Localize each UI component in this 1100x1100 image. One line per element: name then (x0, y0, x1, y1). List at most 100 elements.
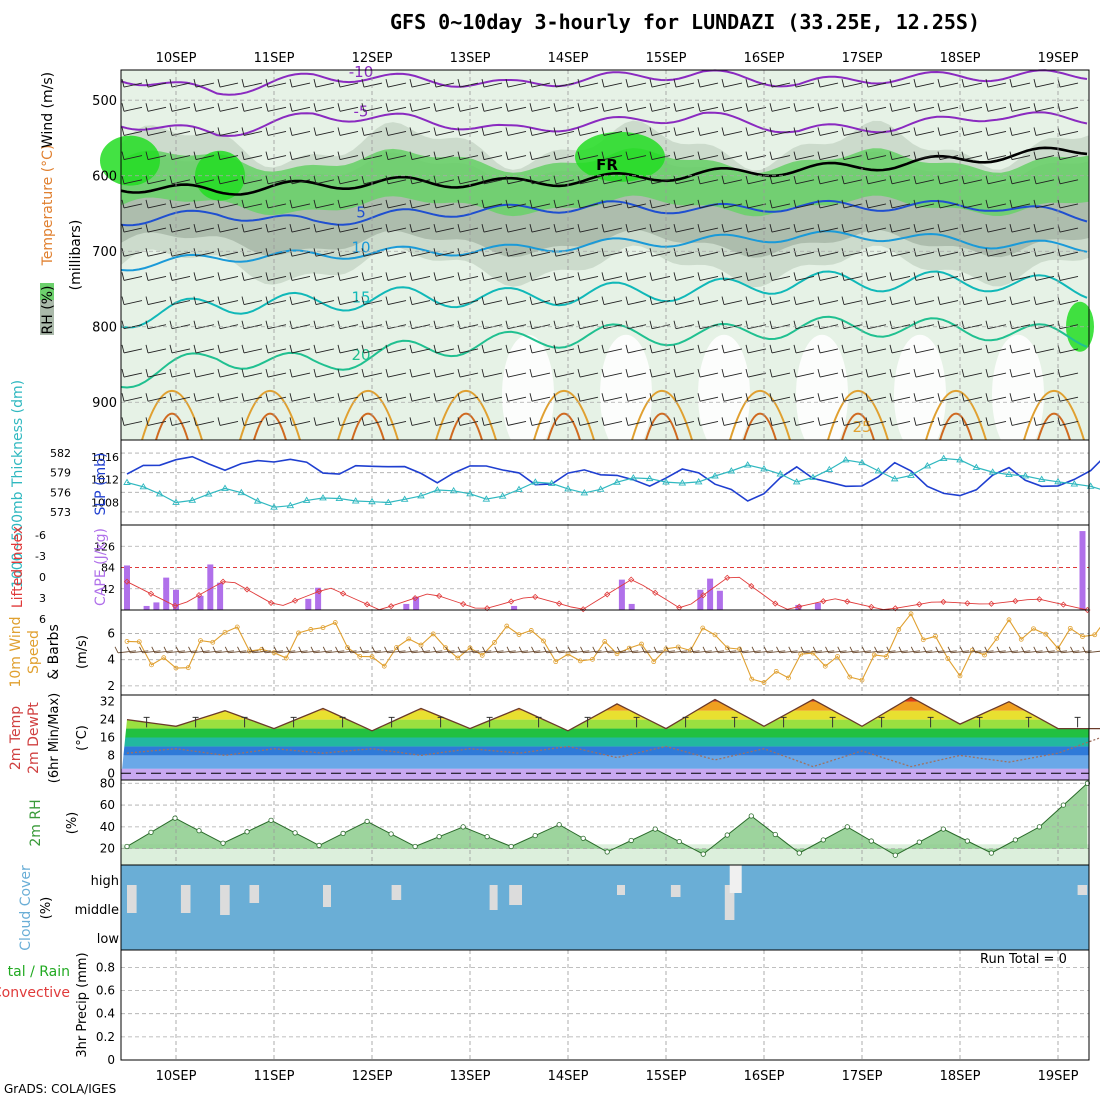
wind-barb-flag (601, 78, 605, 88)
wind-barb-shaft (387, 106, 407, 112)
wind-barb (625, 103, 647, 112)
wind-barb-shaft (843, 372, 863, 378)
wind-barb-flag (649, 344, 653, 354)
wind-barb-shaft (1059, 348, 1079, 354)
wind-barb (961, 223, 983, 233)
wind-barb-shaft (867, 300, 887, 306)
wind-barb-shaft (555, 348, 575, 354)
wind-barb-flag (577, 151, 581, 160)
wind-barb-flag (889, 78, 893, 88)
wind-barb-flag (697, 199, 701, 209)
wind-barb-shaft (1035, 203, 1055, 209)
wind-barb-flag (409, 151, 413, 160)
li-marker (652, 589, 659, 596)
wind-barb (505, 248, 527, 257)
wind-barb (961, 344, 983, 354)
thickness-marker (858, 458, 866, 466)
wind-barb (145, 175, 167, 185)
precip-tick-label: 0.6 (96, 984, 115, 998)
wind-barb (457, 175, 479, 185)
wind-tick-label: 4 (107, 653, 115, 667)
wind-barb (433, 368, 455, 378)
wind-barb-flag (337, 320, 341, 329)
wind-barb-flag (289, 248, 293, 257)
wind-barb-flag (1009, 151, 1013, 160)
wind-barb-flag (505, 103, 509, 112)
wind-barb-shaft (915, 348, 935, 354)
wind-barb-shaft (699, 372, 719, 378)
thickness-marker (302, 496, 311, 503)
wind-barb (385, 393, 407, 402)
cloud-cover-gap (127, 885, 137, 913)
wind-barb-shaft (675, 396, 695, 402)
wind-barb-shaft (219, 275, 239, 281)
wind-barb-shaft (675, 82, 695, 88)
wind-barb-flag (289, 78, 293, 88)
wind-barb-shaft (507, 420, 527, 426)
wind-barb-flag (241, 368, 245, 378)
wind-barb-flag (841, 175, 845, 184)
wind-barb-shaft (291, 396, 311, 402)
wind10m-barb (950, 650, 970, 654)
wind-barb (409, 248, 431, 257)
wind-barb (961, 272, 983, 281)
wind-barb-flag (1033, 103, 1037, 112)
wind-barb-shaft (387, 251, 407, 257)
wind-barb (937, 393, 959, 402)
wind-barb-flag (241, 393, 245, 402)
wind-barb-shaft (867, 372, 887, 378)
wind-barb-shaft (171, 227, 191, 233)
wind-barb-flag (625, 272, 629, 281)
cloud-cover-gap (1077, 885, 1088, 895)
wind-barb-shaft (219, 106, 239, 112)
wind-barb-flag (961, 368, 965, 378)
wind-barb (217, 175, 239, 185)
wind-barb-flag (673, 393, 677, 402)
wind-barb-flag (145, 393, 149, 402)
wind-barb (769, 296, 791, 306)
wind-barb-shaft (699, 420, 719, 426)
wind-barb-flag (673, 272, 677, 281)
wind-barb-flag (337, 417, 341, 426)
wind-barb-shaft (555, 275, 575, 281)
wind-barb-shaft (1011, 420, 1031, 426)
wind10m-barb-flag (1082, 646, 1087, 654)
wind10m-barb (767, 650, 786, 654)
wind-barb (217, 199, 239, 209)
wind-barb (337, 127, 359, 136)
wind-barb-shaft (219, 179, 239, 185)
wind-barb (145, 78, 167, 88)
wind-barb-flag (601, 417, 605, 426)
wind-barb (697, 344, 719, 354)
wind-barb-flag (745, 417, 749, 426)
wind-barb-shaft (699, 300, 719, 306)
wind-barb-flag (265, 368, 269, 378)
wind-barb (457, 417, 479, 426)
wind-barb (673, 320, 695, 330)
wind-barb-shaft (843, 275, 863, 281)
rh-dry-patch (502, 334, 554, 455)
wind-barb-shaft (795, 396, 815, 402)
pressure-tick-label: 700 (92, 245, 117, 260)
wind10m-barb-flag (396, 646, 401, 654)
thickness-tick-label: 576 (50, 486, 71, 499)
wind10m-barb-flag (935, 646, 940, 654)
wind-barb-shaft (315, 372, 335, 378)
thickness-marker (1005, 470, 1013, 478)
wind-barb-shaft (411, 179, 431, 185)
isotherm-25 (533, 390, 595, 441)
wind-speed-marker (332, 620, 338, 625)
wind10m-barb (1024, 650, 1043, 654)
wind-barb (961, 248, 983, 257)
wind-barb (169, 368, 191, 378)
wind-barb-flag (313, 151, 317, 160)
wind-barb-shaft (507, 300, 527, 306)
wind-barb-flag (841, 368, 845, 378)
temp-tick-label: 16 (100, 731, 115, 745)
wind-barb-flag (265, 344, 269, 354)
wind-barb-shaft (339, 179, 359, 185)
wind-barb-flag (529, 320, 533, 329)
wind-barb (913, 248, 935, 257)
wind-barb (745, 320, 767, 330)
wind-barb-flag (961, 175, 965, 184)
